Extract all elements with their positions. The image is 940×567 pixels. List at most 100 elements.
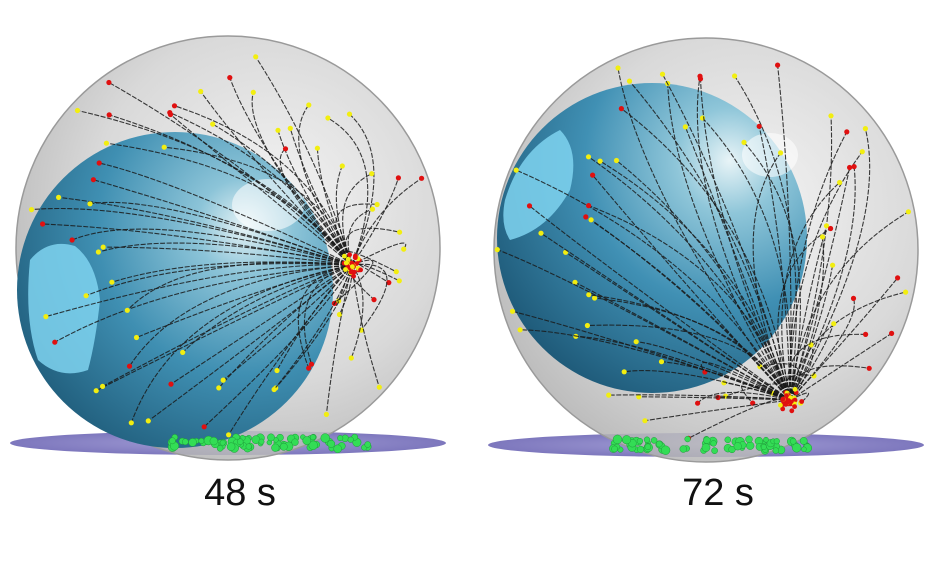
- red-marker: [282, 146, 289, 152]
- yellow-marker: [401, 246, 407, 252]
- yellow-marker: [903, 289, 909, 295]
- yellow-marker: [376, 384, 382, 390]
- yellow-marker: [216, 385, 222, 391]
- particle-source-cluster: [778, 386, 805, 414]
- trajectory-line: [697, 391, 791, 404]
- trajectory-line: [684, 126, 791, 401]
- yellow-marker: [161, 144, 167, 150]
- trajectory-line: [529, 205, 791, 401]
- red-marker: [419, 175, 425, 181]
- red-marker: [590, 172, 596, 178]
- sphere-highlight: [28, 243, 101, 374]
- green-particle: [320, 433, 330, 443]
- deposited-particles: [167, 433, 372, 454]
- cluster-particle: [792, 404, 797, 409]
- cluster-particle: [780, 396, 786, 402]
- trajectory-line: [351, 177, 422, 266]
- panel-48s: [10, 35, 446, 461]
- trajectory-line: [77, 109, 353, 266]
- green-particle: [636, 445, 645, 454]
- green-particle: [216, 445, 224, 452]
- trajectory-line: [203, 264, 353, 428]
- trajectory-line: [699, 78, 791, 401]
- sphere-gloss: [232, 179, 304, 231]
- yellow-marker: [588, 217, 594, 223]
- yellow-marker: [93, 388, 99, 394]
- yellow-marker: [43, 314, 49, 320]
- red-marker: [756, 123, 762, 129]
- trajectory-line: [644, 399, 791, 422]
- yellow-marker: [87, 201, 93, 207]
- yellow-marker: [28, 207, 35, 213]
- yellow-marker: [741, 139, 747, 145]
- trajectory-line: [789, 277, 899, 401]
- yellow-marker: [109, 279, 115, 285]
- yellow-marker: [374, 201, 380, 208]
- cluster-particle: [780, 406, 786, 412]
- yellow-marker: [538, 230, 544, 236]
- green-particle: [789, 437, 797, 445]
- yellow-marker: [606, 392, 612, 398]
- green-particle: [279, 442, 288, 451]
- trajectory-line: [497, 249, 791, 401]
- trajectory-line: [592, 174, 791, 401]
- yellow-marker: [830, 262, 836, 268]
- trajectory-line: [85, 262, 353, 297]
- yellow-marker: [658, 359, 665, 365]
- green-particle: [679, 445, 688, 453]
- yellow-marker: [346, 111, 353, 117]
- trajectory-line: [351, 177, 399, 266]
- trajectory-line: [789, 211, 909, 401]
- trajectory-line: [279, 148, 353, 266]
- yellow-marker: [393, 269, 399, 275]
- yellow-marker: [128, 420, 134, 426]
- green-particle: [660, 445, 671, 455]
- trajectory-line: [130, 264, 353, 423]
- trajectory-line: [45, 264, 353, 318]
- yellow-marker: [103, 140, 109, 146]
- red-marker: [851, 164, 857, 170]
- trajectory-line: [725, 383, 792, 401]
- cluster-particle: [358, 267, 363, 273]
- green-particle: [333, 444, 342, 454]
- trajectory-line: [758, 126, 791, 401]
- yellow-marker: [198, 88, 204, 95]
- cluster-particle: [347, 252, 352, 258]
- trajectory-line: [515, 169, 791, 401]
- yellow-marker: [348, 355, 354, 361]
- particle-source-cluster: [341, 252, 363, 279]
- yellow-marker: [83, 293, 89, 299]
- yellow-marker: [56, 194, 62, 200]
- red-marker: [306, 365, 312, 371]
- yellow-marker: [220, 377, 226, 383]
- red-marker: [395, 175, 401, 181]
- cluster-particle: [784, 393, 789, 398]
- yellow-marker: [133, 334, 140, 341]
- trajectory-line: [277, 130, 353, 266]
- trajectory-line: [129, 264, 353, 367]
- yellow-marker: [369, 171, 375, 177]
- red-marker: [171, 103, 178, 109]
- yellow-marker: [828, 113, 834, 119]
- cluster-particle: [785, 399, 791, 405]
- trajectory-line: [789, 151, 863, 401]
- trajectory-line: [588, 294, 791, 401]
- cluster-particle: [792, 397, 798, 403]
- green-particle: [701, 443, 711, 452]
- trajectory-line: [616, 160, 791, 401]
- green-particle: [258, 438, 265, 445]
- trajectory-line: [789, 291, 906, 401]
- red-marker: [583, 214, 589, 220]
- red-marker: [526, 203, 533, 209]
- yellow-marker: [585, 154, 592, 160]
- cluster-particle: [789, 408, 795, 414]
- yellow-marker: [339, 163, 345, 169]
- red-marker: [201, 424, 207, 430]
- trajectory-line: [789, 131, 848, 401]
- red-marker: [828, 225, 834, 232]
- cluster-particle: [343, 260, 349, 266]
- trajectory-line: [667, 83, 791, 401]
- trajectory-line: [335, 203, 378, 266]
- trajectory-line: [781, 182, 840, 401]
